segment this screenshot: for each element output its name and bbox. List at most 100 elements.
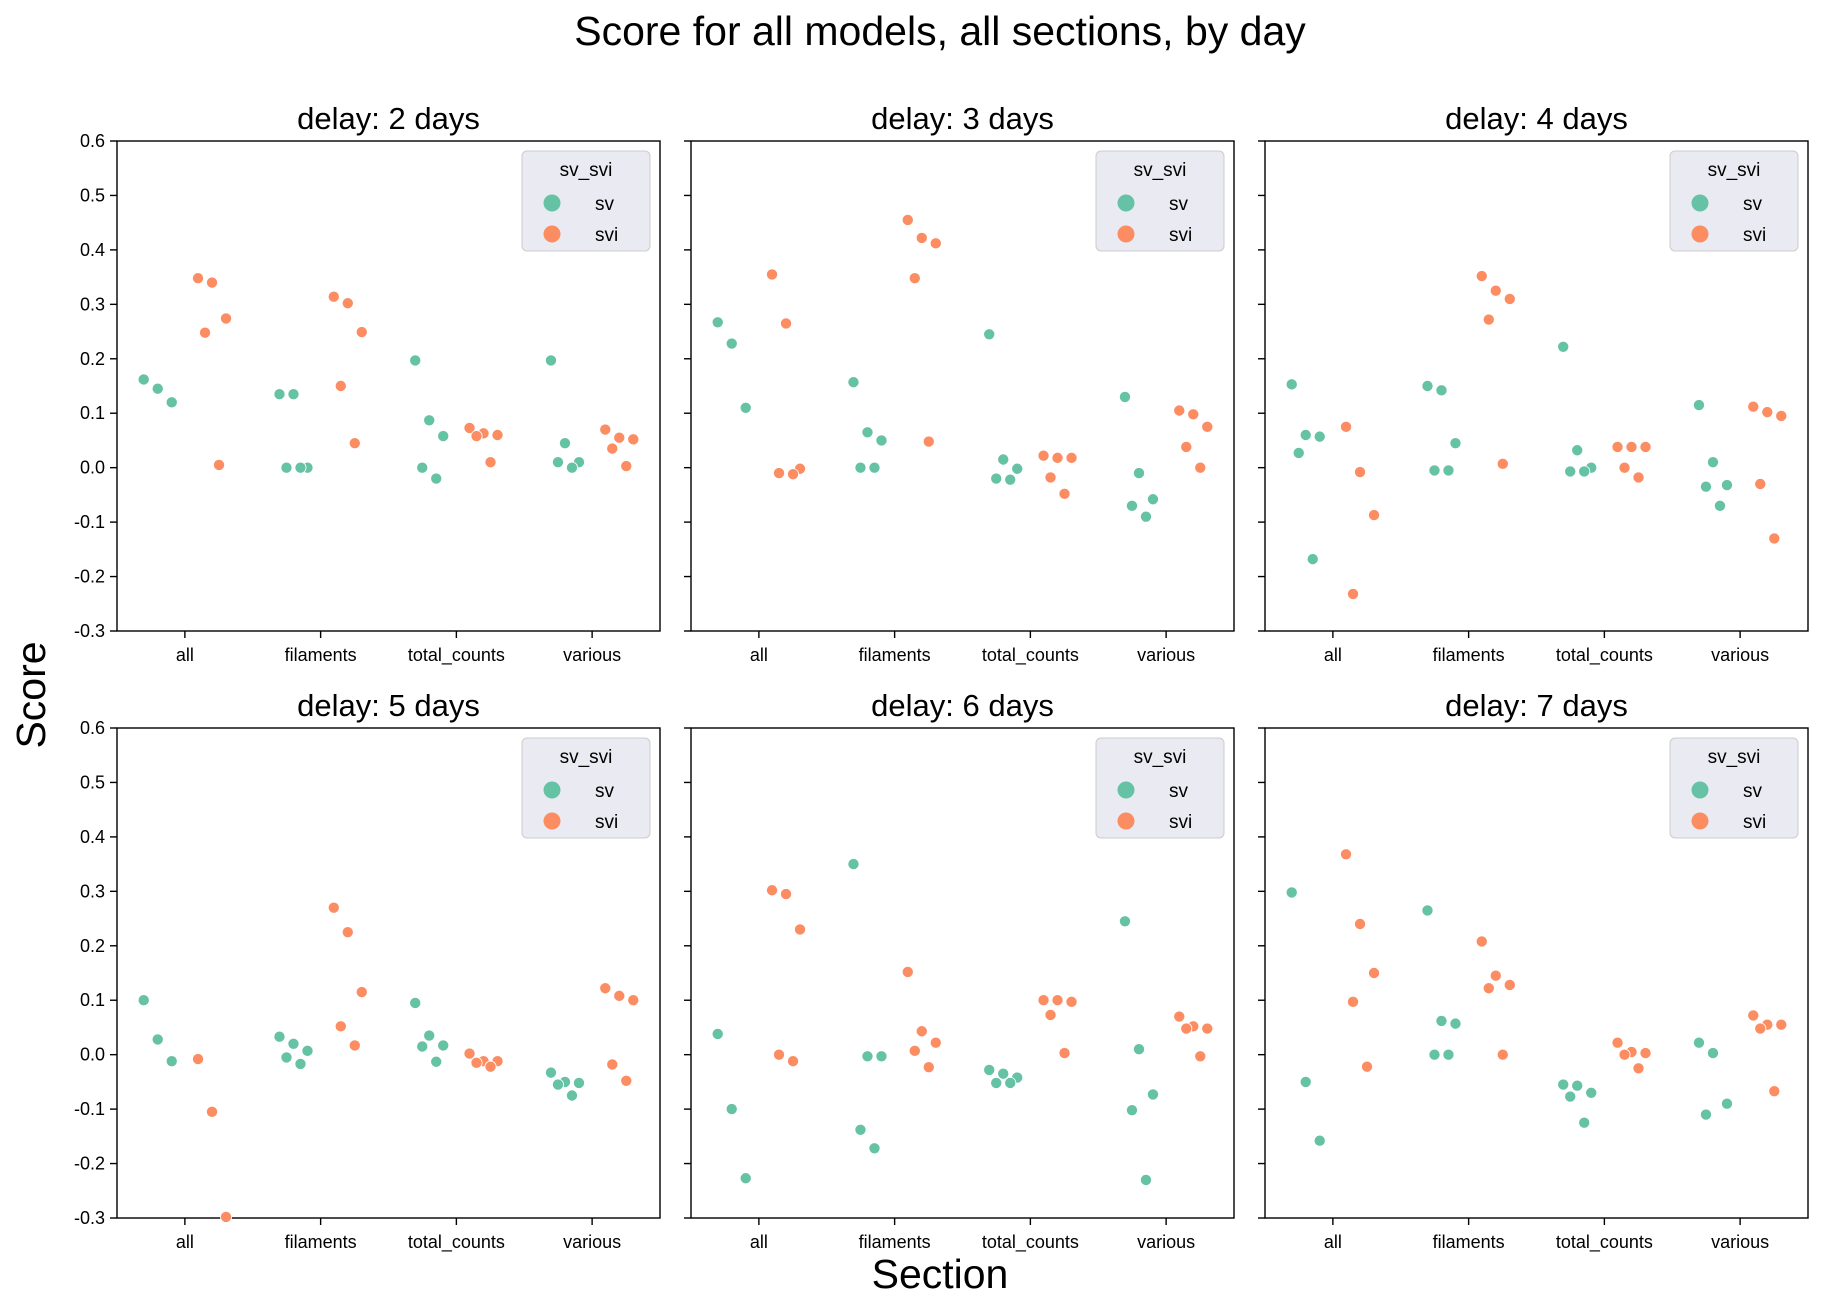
legend-marker-svi bbox=[1117, 225, 1135, 243]
data-point-sv bbox=[1313, 430, 1326, 443]
data-point-svi bbox=[470, 430, 483, 443]
data-point-svi bbox=[1503, 978, 1516, 991]
data-point-sv bbox=[1428, 464, 1441, 477]
data-point-sv bbox=[1692, 399, 1705, 412]
y-tick-label: -0.2 bbox=[74, 567, 105, 587]
data-point-sv bbox=[875, 1050, 888, 1063]
data-point-sv bbox=[1285, 378, 1298, 391]
legend-label-svi: svi bbox=[1743, 225, 1766, 246]
data-point-svi bbox=[929, 1036, 942, 1049]
data-point-sv bbox=[711, 1027, 724, 1040]
y-tick-label: 0.4 bbox=[80, 827, 105, 847]
data-point-sv bbox=[1720, 479, 1733, 492]
data-point-sv bbox=[990, 472, 1003, 485]
data-point-svi bbox=[1347, 995, 1360, 1008]
x-tick-label: filaments bbox=[1433, 1232, 1505, 1252]
x-tick-label: all bbox=[176, 1232, 194, 1252]
legend-marker-sv bbox=[543, 781, 561, 799]
y-tick-label: 0.0 bbox=[80, 1045, 105, 1065]
data-point-sv bbox=[1692, 1036, 1705, 1049]
data-point-svi bbox=[1754, 477, 1767, 490]
data-point-svi bbox=[1201, 1022, 1214, 1035]
data-point-svi bbox=[355, 326, 368, 339]
data-point-svi bbox=[1051, 994, 1064, 1007]
chart-panel: delay: 4 days all filaments total_counts var… bbox=[1258, 101, 1809, 666]
y-tick-label: 0.5 bbox=[80, 772, 105, 792]
data-point-sv bbox=[1442, 464, 1455, 477]
data-point-svi bbox=[1618, 1048, 1631, 1061]
x-tick-label: total_counts bbox=[1556, 1232, 1653, 1253]
legend-marker-sv bbox=[1117, 781, 1135, 799]
data-point-sv bbox=[725, 1103, 738, 1116]
data-point-sv bbox=[437, 430, 450, 443]
data-point-svi bbox=[766, 268, 779, 281]
data-point-sv bbox=[423, 414, 436, 427]
data-point-sv bbox=[551, 1078, 564, 1091]
data-point-svi bbox=[1489, 969, 1502, 982]
data-point-svi bbox=[627, 994, 640, 1007]
legend-title: sv_svi bbox=[1708, 747, 1761, 768]
data-point-svi bbox=[908, 272, 921, 285]
x-tick-label: all bbox=[1324, 645, 1342, 665]
data-point-svi bbox=[206, 1105, 219, 1118]
x-tick-label: various bbox=[563, 645, 621, 665]
data-point-svi bbox=[463, 1047, 476, 1060]
data-point-svi bbox=[1347, 587, 1360, 600]
x-tick-label: various bbox=[1711, 645, 1769, 665]
data-point-sv bbox=[1299, 1075, 1312, 1088]
data-point-sv bbox=[416, 461, 429, 474]
y-tick-label: 0.1 bbox=[80, 990, 105, 1010]
data-point-svi bbox=[1201, 420, 1214, 433]
data-point-svi bbox=[355, 986, 368, 999]
data-point-svi bbox=[1482, 313, 1495, 326]
x-tick-label: all bbox=[750, 645, 768, 665]
x-tick-label: total_counts bbox=[1556, 645, 1653, 666]
data-point-svi bbox=[1775, 1018, 1788, 1031]
data-point-sv bbox=[861, 1050, 874, 1063]
y-tick-label: 0.4 bbox=[80, 240, 105, 260]
data-point-sv bbox=[294, 1057, 307, 1070]
data-point-svi bbox=[192, 272, 205, 285]
data-point-sv bbox=[137, 373, 150, 386]
y-tick-label: -0.2 bbox=[74, 1154, 105, 1174]
x-tick-label: various bbox=[563, 1232, 621, 1252]
data-point-svi bbox=[1180, 1022, 1193, 1035]
data-point-sv bbox=[423, 1029, 436, 1042]
x-tick-label: total_counts bbox=[408, 1232, 505, 1253]
data-point-sv bbox=[165, 1055, 178, 1068]
data-point-sv bbox=[997, 1067, 1010, 1080]
legend-marker-svi bbox=[1117, 812, 1135, 830]
data-point-svi bbox=[787, 1055, 800, 1068]
legend-marker-sv bbox=[1117, 194, 1135, 212]
data-point-sv bbox=[983, 328, 996, 341]
data-point-sv bbox=[301, 1044, 314, 1057]
x-tick-label: all bbox=[176, 645, 194, 665]
data-point-svi bbox=[1173, 1010, 1186, 1023]
data-point-sv bbox=[1132, 1043, 1145, 1056]
data-point-sv bbox=[1428, 1048, 1441, 1061]
data-point-sv bbox=[273, 388, 286, 401]
chart-panel: delay: 2 days -0.3 -0.2 -0.1 0.0 0.1 0.2 0.3 0.4… bbox=[74, 101, 661, 666]
data-point-svi bbox=[1194, 1050, 1207, 1063]
data-point-sv bbox=[1585, 1086, 1598, 1099]
data-point-sv bbox=[739, 1172, 752, 1185]
data-point-sv bbox=[1292, 446, 1305, 459]
data-point-sv bbox=[1578, 465, 1591, 478]
data-point-sv bbox=[1578, 1116, 1591, 1129]
data-point-sv bbox=[868, 461, 881, 474]
panel-title: delay: 2 days bbox=[297, 101, 480, 136]
data-point-sv bbox=[1285, 886, 1298, 899]
data-point-sv bbox=[725, 337, 738, 350]
data-point-sv bbox=[1435, 1014, 1448, 1027]
data-point-svi bbox=[1340, 848, 1353, 861]
data-point-sv bbox=[1706, 456, 1719, 469]
data-point-svi bbox=[206, 276, 219, 289]
x-tick-label: filaments bbox=[1433, 645, 1505, 665]
data-point-sv bbox=[1713, 499, 1726, 512]
data-point-sv bbox=[1571, 444, 1584, 457]
data-point-svi bbox=[1058, 487, 1071, 500]
legend-marker-sv bbox=[1691, 781, 1709, 799]
x-tick-label: all bbox=[1324, 1232, 1342, 1252]
